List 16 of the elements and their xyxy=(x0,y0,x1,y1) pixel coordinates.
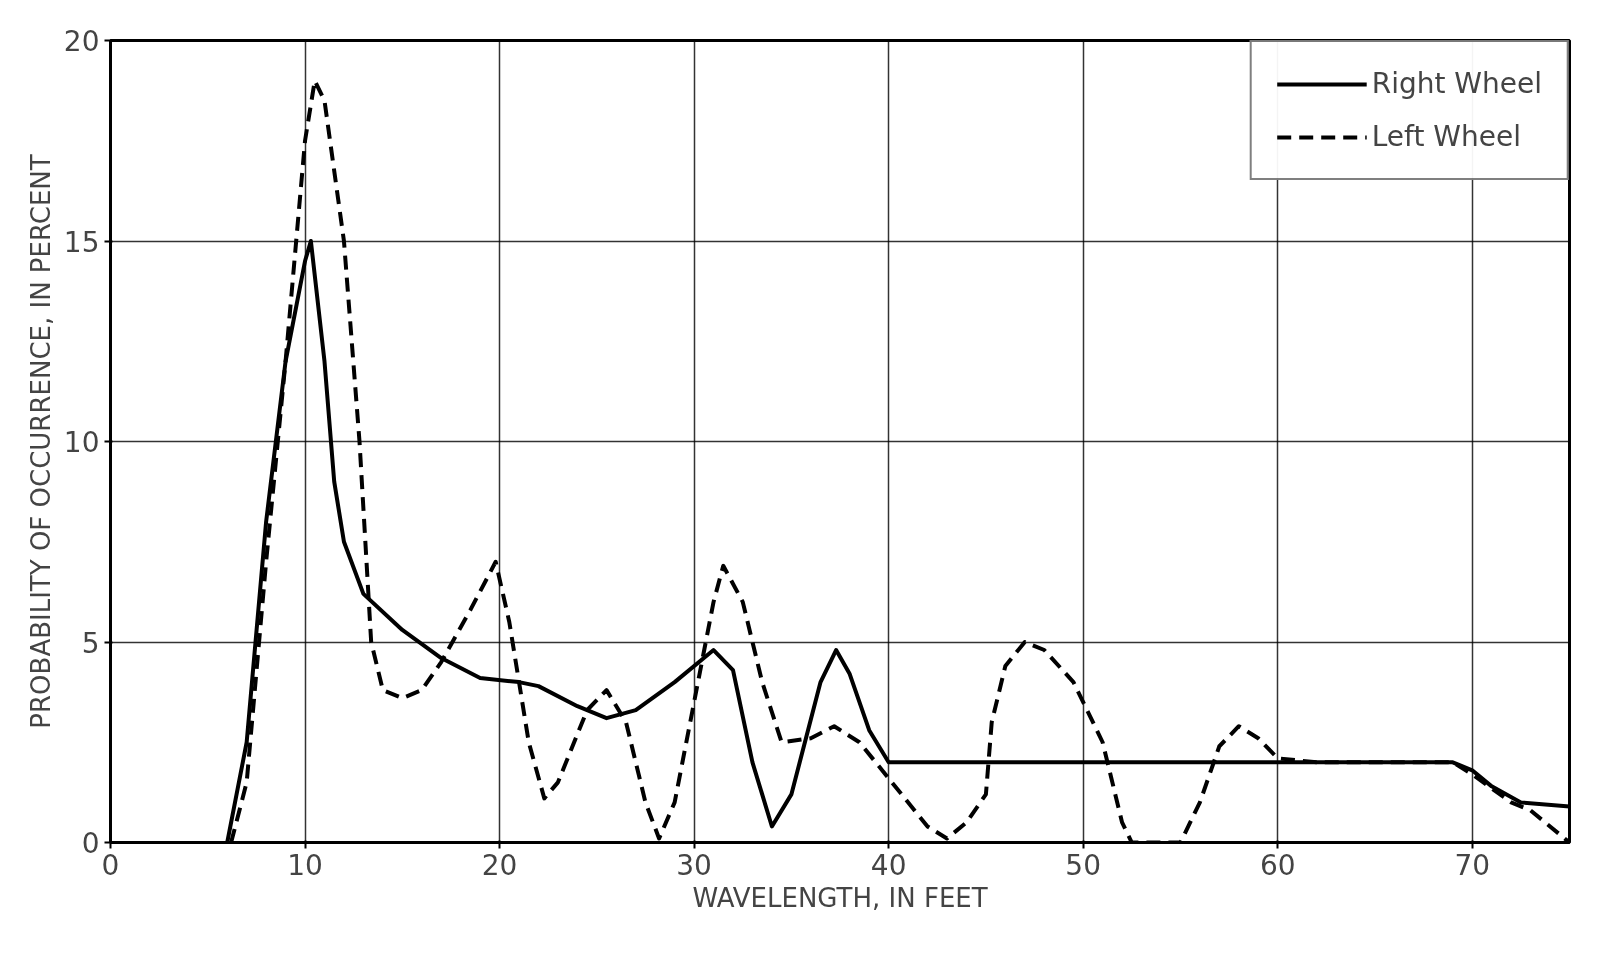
y-tick-label: 0 xyxy=(81,827,100,860)
x-tick-label: 40 xyxy=(870,848,907,882)
x-tick-label: 50 xyxy=(1065,848,1101,882)
y-axis-title: PROBABILITY OF OCCURRENCE, IN PERCENT xyxy=(25,154,56,729)
y-tick-label: 5 xyxy=(81,626,100,660)
x-tick-label: 70 xyxy=(1454,848,1491,882)
y-tick-label: 20 xyxy=(63,25,100,58)
x-axis-title: WAVELENGTH, IN FEET xyxy=(692,882,988,913)
y-tick-label: 10 xyxy=(63,426,100,459)
x-tick-label: 30 xyxy=(676,848,712,882)
x-tick-label: 10 xyxy=(287,848,323,882)
x-tick-label: 20 xyxy=(481,848,518,882)
legend-label: Right Wheel xyxy=(1371,67,1542,100)
y-tick-label: 15 xyxy=(63,225,100,259)
legend-label: Left Wheel xyxy=(1371,120,1521,153)
x-tick-label: 60 xyxy=(1259,848,1296,882)
